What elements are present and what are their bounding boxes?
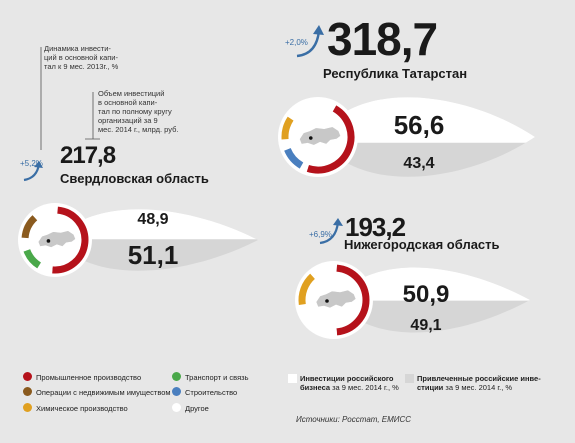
value-label-sverdlovsk-business: 48,9 [137, 211, 169, 228]
legend-label-construction: Строительство [185, 388, 238, 397]
donut-segment-tatarstan-construction-2 [284, 147, 304, 169]
legend-label-transport: Транспорт и связь [185, 373, 249, 382]
legend-swatch-attracted [405, 374, 414, 383]
legend-label-chemical: Химическое производство [36, 404, 128, 413]
legend-business-sub: бизнеса [300, 383, 331, 392]
growth-tatarstan: +2,0% [285, 38, 308, 47]
region-name-tatarstan: Республика Татарстан [323, 66, 468, 81]
lens-sverdlovsk-business [55, 209, 257, 240]
donut-segment-nizhny-industry-0 [336, 264, 370, 336]
legend-swatch-chemical [23, 403, 32, 412]
donut-segment-sverdlovsk-industry-0 [52, 206, 89, 274]
region-marker-icon [325, 299, 329, 303]
donut-segment-sverdlovsk-other-1 [39, 263, 53, 274]
donut-segment-sverdlovsk-other-3 [21, 239, 31, 252]
donut-segment-sverdlovsk-realty-4 [21, 215, 38, 239]
lens-tatarstan-business [318, 97, 535, 143]
value-label-nizhny-business: 50,9 [402, 281, 450, 308]
legend-attracted-tail: за 9 мес. 2014 г., % [443, 383, 513, 392]
russia-map-icon [315, 289, 357, 309]
russia-map-icon [299, 126, 342, 146]
region-marker-icon [46, 239, 51, 243]
legend-label-realty: Операции с недвижимым имуществом [36, 388, 171, 397]
source-note: Источники: Росстат, ЕМИСС [296, 415, 412, 424]
legend-swatch-transport [172, 372, 181, 381]
donut-segment-tatarstan-other-3 [281, 139, 291, 151]
donut-segment-tatarstan-chemical-4 [281, 116, 294, 140]
growth-sverdlovsk: +5,2% [20, 159, 43, 168]
growth-arrow-icon [23, 161, 43, 182]
value-label-sverdlovsk-attracted: 51,1 [127, 240, 179, 270]
donut-segment-nizhny-chemical-2 [298, 273, 316, 305]
region-name-sverdlovsk: Свердловская область [60, 171, 209, 186]
value-label-tatarstan-attracted: 43,4 [403, 155, 435, 172]
legend-swatch-industry [23, 372, 32, 381]
annotation-dynamics: Динамика инвести- ций в основной капи- т… [44, 44, 119, 71]
legend-label-business: Инвестиции российского бизнеса за 9 мес.… [300, 374, 410, 392]
growth-arrow-icon [319, 218, 343, 245]
legend-label-attracted: Привлеченные российские инве- стиции за … [417, 374, 557, 392]
donut-segment-tatarstan-other-1 [300, 163, 309, 172]
russia-map-icon [37, 230, 76, 248]
legend-attracted-main: Привлеченные российские инве- [417, 374, 541, 383]
donut-segment-sverdlovsk-transport-2 [23, 248, 42, 269]
legend-swatch-realty [23, 387, 32, 396]
donut-segment-nizhny-other-1 [299, 304, 338, 336]
growth-nizhny: +6,9% [309, 230, 332, 239]
legend-label-other: Другое [185, 404, 209, 413]
lens-nizhny-business [334, 267, 530, 301]
annotation-volume: Объем инвестиций в основной капи- тал по… [98, 89, 179, 134]
legend-business-tail: за 9 мес. 2014 г., % [330, 383, 399, 392]
total-sverdlovsk: 217,8 [60, 142, 116, 169]
legend-attracted-sub: стиции [417, 383, 444, 392]
donut-segment-sverdlovsk-other-5 [32, 206, 55, 221]
donut-segment-nizhny-other-3 [310, 264, 334, 279]
growth-arrow-icon [296, 25, 324, 58]
value-label-nizhny-attracted: 49,1 [410, 317, 442, 334]
total-tatarstan: 318,7 [327, 13, 438, 65]
region-marker-icon [308, 136, 313, 140]
donut-segment-tatarstan-other-5 [287, 100, 318, 121]
legend-swatch-other [172, 403, 181, 412]
legend-swatch-business [288, 374, 297, 383]
legend-swatch-construction [172, 387, 181, 396]
legend-label-industry: Промышленное производство [36, 373, 142, 382]
total-nizhny: 193,2 [345, 212, 406, 242]
region-name-nizhny: Нижегородская область [344, 237, 500, 252]
donut-segment-tatarstan-industry-0 [306, 105, 355, 174]
legend-business-main: Инвестиции российского [300, 374, 394, 383]
value-label-tatarstan-business: 56,6 [393, 110, 445, 140]
